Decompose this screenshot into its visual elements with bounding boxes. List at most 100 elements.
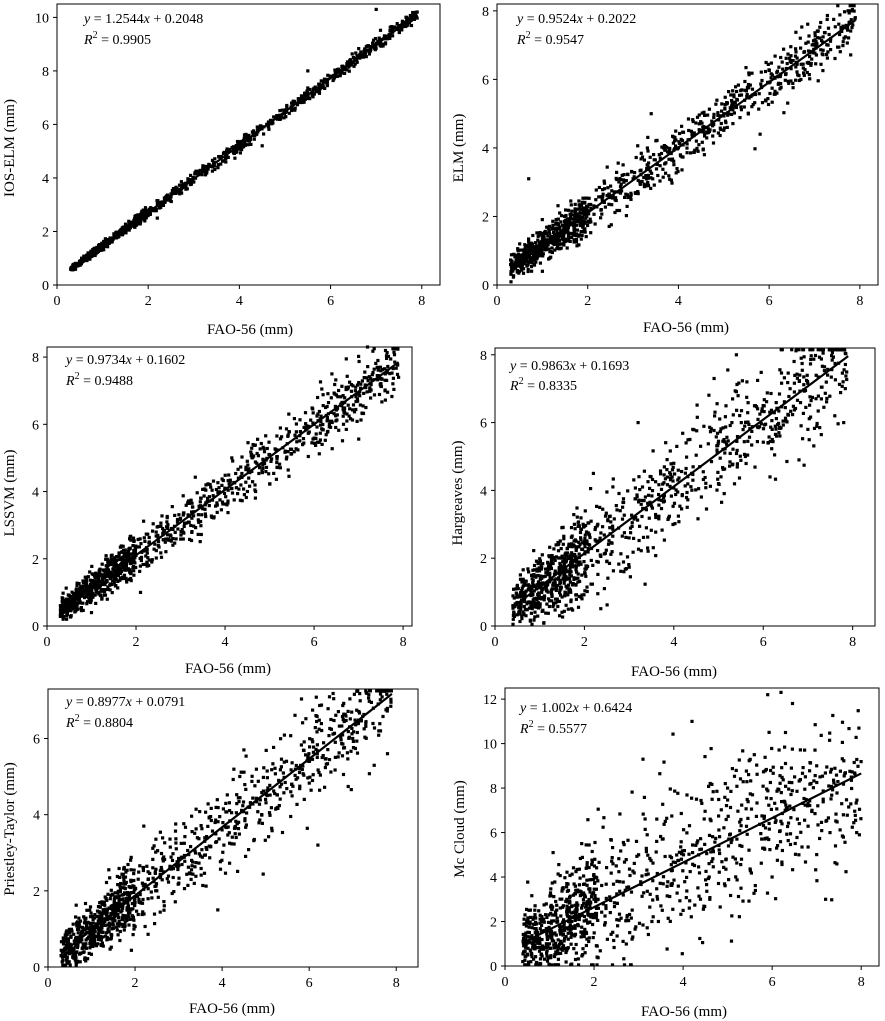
data-point <box>405 18 409 22</box>
data-point <box>690 488 694 492</box>
data-point <box>267 124 271 128</box>
data-point <box>145 209 150 213</box>
data-point <box>804 41 808 45</box>
data-point <box>550 554 554 558</box>
data-point <box>287 412 291 416</box>
data-point <box>766 441 770 445</box>
data-point <box>59 606 63 610</box>
data-point <box>321 404 325 408</box>
data-point <box>674 492 678 497</box>
data-point <box>216 481 220 485</box>
data-point <box>551 219 555 223</box>
data-point <box>581 211 585 215</box>
data-point <box>408 13 412 18</box>
data-point <box>69 927 73 931</box>
data-point <box>703 130 707 134</box>
data-point <box>609 520 613 524</box>
data-point <box>803 388 808 393</box>
data-point <box>736 83 740 87</box>
data-point <box>118 578 122 582</box>
data-point <box>215 503 219 507</box>
data-point <box>193 475 197 479</box>
data-point <box>82 589 86 593</box>
data-point <box>846 28 850 32</box>
data-point <box>278 462 282 466</box>
data-point <box>536 561 540 566</box>
data-point <box>709 427 713 431</box>
data-point <box>371 41 375 45</box>
data-point <box>345 68 349 72</box>
data-point <box>101 588 105 592</box>
data-point <box>841 24 845 28</box>
data-point <box>677 476 681 480</box>
data-point <box>214 832 218 836</box>
x-tick-label: 4 <box>236 294 243 309</box>
data-point <box>348 63 352 67</box>
data-point <box>325 83 329 87</box>
data-point <box>569 199 573 203</box>
data-point <box>192 514 196 518</box>
data-point <box>300 767 304 772</box>
data-point <box>652 153 656 157</box>
data-point <box>561 615 565 619</box>
data-point <box>517 610 521 614</box>
data-point <box>660 145 664 149</box>
data-point <box>344 427 348 431</box>
data-point <box>357 354 361 358</box>
data-point <box>275 457 279 461</box>
data-point <box>298 418 302 422</box>
data-point <box>109 554 113 558</box>
data-point <box>121 913 125 918</box>
data-point <box>676 478 680 482</box>
data-point <box>723 103 727 107</box>
data-point <box>671 479 675 483</box>
data-point <box>524 253 528 257</box>
data-point <box>252 137 256 141</box>
data-point <box>133 225 137 229</box>
data-point <box>684 466 688 471</box>
data-point <box>751 102 755 107</box>
data-point <box>562 609 566 613</box>
data-point <box>570 534 574 538</box>
data-point <box>646 182 650 186</box>
data-point <box>536 234 540 238</box>
data-point <box>612 517 616 521</box>
data-point <box>549 562 553 566</box>
data-point <box>577 545 581 549</box>
data-point <box>793 373 797 377</box>
data-point <box>605 490 609 494</box>
data-point <box>368 386 372 390</box>
data-point <box>787 81 791 85</box>
data-point <box>565 229 569 233</box>
data-point <box>737 476 742 480</box>
data-point <box>805 373 809 377</box>
data-point <box>680 469 684 474</box>
data-point <box>273 447 277 451</box>
data-point <box>586 550 590 554</box>
data-point <box>550 599 554 603</box>
data-point <box>734 105 738 110</box>
regression-equation: y = 0.9734x + 0.1602 <box>64 353 185 368</box>
data-point <box>853 16 857 20</box>
data-point <box>540 590 544 594</box>
data-point <box>782 400 786 404</box>
data-point <box>843 348 847 352</box>
data-point <box>530 269 534 273</box>
data-point <box>346 387 350 391</box>
data-point <box>629 191 633 195</box>
data-point <box>815 29 819 33</box>
y-tick-label: 0 <box>32 620 39 635</box>
data-point <box>619 552 623 556</box>
data-point <box>511 275 515 279</box>
data-point <box>665 468 669 472</box>
data-point <box>554 601 558 605</box>
data-point <box>576 605 581 609</box>
data-point <box>349 749 353 753</box>
data-point <box>661 167 665 171</box>
data-point <box>839 26 843 30</box>
data-point <box>156 540 161 544</box>
data-point <box>662 538 666 542</box>
data-point <box>75 581 79 585</box>
data-point <box>595 504 599 508</box>
data-point <box>826 373 830 377</box>
